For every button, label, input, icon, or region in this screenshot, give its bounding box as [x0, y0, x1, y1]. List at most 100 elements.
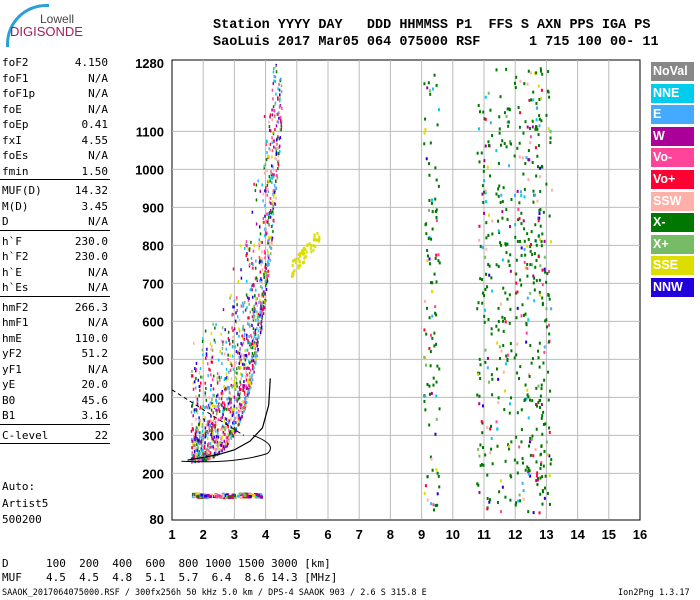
echo-point	[244, 358, 247, 362]
echo-point	[266, 231, 268, 235]
echo-point	[272, 82, 275, 86]
echo-point	[543, 350, 546, 354]
echo-point	[190, 437, 193, 441]
echo-point	[528, 98, 531, 102]
echo-point	[479, 244, 482, 248]
echo-point	[239, 419, 241, 423]
echo-point	[485, 272, 488, 276]
echo-point	[483, 117, 486, 121]
echo-point	[306, 243, 309, 247]
echo-point	[541, 414, 544, 418]
echo-point	[191, 369, 193, 373]
param-value: N/A	[88, 149, 108, 162]
echo-point	[211, 422, 214, 426]
param-value: 3.16	[81, 409, 109, 422]
echo-point	[236, 415, 238, 419]
echo-point	[269, 241, 271, 245]
echo-point	[236, 303, 238, 307]
echo-point	[196, 455, 199, 459]
echo-point	[500, 349, 503, 353]
echo-point	[204, 494, 208, 498]
echo-point	[299, 264, 302, 268]
echo-point	[545, 113, 548, 117]
echo-point	[202, 375, 204, 379]
echo-point	[271, 181, 273, 185]
echo-point	[267, 179, 270, 183]
echo-point	[430, 391, 433, 395]
param-name: h`Es	[2, 281, 29, 294]
echo-point	[529, 71, 532, 75]
echo-point	[265, 232, 267, 236]
echo-point	[218, 409, 221, 413]
echo-point	[310, 244, 313, 248]
echo-point	[251, 342, 254, 346]
echo-point	[261, 316, 263, 320]
echo-point	[232, 312, 234, 316]
echo-point	[429, 364, 432, 368]
echo-point	[228, 429, 230, 433]
echo-point	[535, 386, 538, 390]
echo-point	[194, 443, 196, 447]
echo-point	[238, 327, 240, 331]
param-row: fmin 1.50	[2, 165, 108, 178]
echo-point	[210, 493, 214, 497]
echo-point	[256, 344, 258, 348]
echo-point	[225, 441, 228, 445]
echo-point	[220, 402, 222, 406]
echo-point	[423, 491, 426, 495]
echo-point	[234, 370, 236, 374]
echo-point	[485, 221, 488, 225]
echo-point	[211, 435, 213, 439]
echo-point	[195, 376, 197, 380]
echo-point	[211, 429, 213, 433]
echo-point	[545, 318, 548, 322]
echo-point	[521, 457, 524, 461]
echo-point	[277, 135, 279, 139]
echo-point	[537, 234, 540, 238]
echo-point	[424, 408, 427, 412]
echo-point	[246, 258, 249, 262]
echo-point	[269, 115, 271, 119]
echo-point	[543, 267, 546, 271]
echo-point	[527, 416, 530, 420]
echo-point	[297, 266, 300, 270]
echo-point	[539, 67, 542, 71]
echo-point	[197, 430, 199, 434]
echo-point	[259, 270, 262, 274]
echo-point	[228, 387, 230, 391]
echo-point	[240, 408, 242, 412]
param-value: N/A	[88, 362, 108, 376]
echo-point	[434, 166, 437, 170]
echo-point	[269, 215, 272, 219]
echo-point	[222, 391, 224, 395]
echo-point	[245, 404, 247, 408]
echo-point	[499, 200, 502, 204]
echo-point	[231, 364, 233, 368]
echo-point	[269, 258, 271, 262]
echo-point	[483, 179, 486, 183]
echo-point	[247, 316, 249, 320]
echo-point	[268, 254, 271, 258]
echo-point	[253, 284, 255, 288]
echo-point	[267, 269, 270, 273]
echo-point	[228, 436, 230, 440]
echo-point	[313, 233, 316, 237]
echo-point	[486, 497, 489, 501]
echo-point	[196, 403, 199, 407]
echo-point	[434, 432, 437, 436]
echo-point	[257, 493, 261, 497]
echo-point	[245, 373, 248, 377]
echo-point	[226, 495, 230, 499]
echo-point	[437, 253, 440, 257]
echo-point	[225, 417, 228, 421]
echo-point	[198, 495, 202, 499]
echo-point	[233, 496, 237, 500]
param-name: D	[2, 215, 9, 228]
echo-point	[243, 409, 246, 413]
echo-point	[502, 319, 505, 323]
echo-point	[533, 299, 536, 303]
echo-point	[491, 219, 494, 223]
param-value: 0.41	[81, 118, 109, 131]
echo-point	[429, 141, 432, 145]
echo-point	[266, 220, 269, 224]
